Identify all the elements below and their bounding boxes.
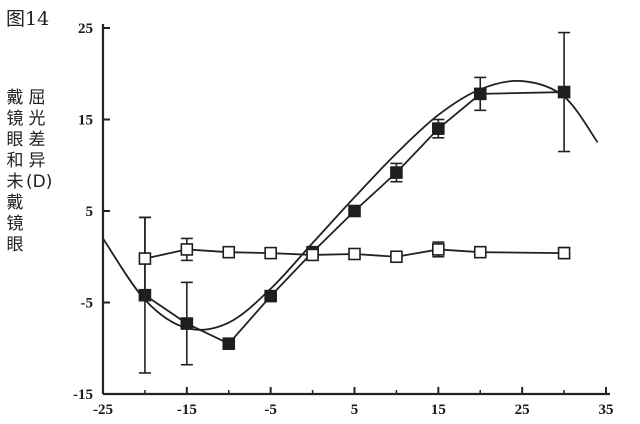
series-line: [144, 91, 565, 345]
series-2: [138, 216, 571, 301]
figure-label: 图14: [6, 8, 50, 30]
filled-square-point: [348, 204, 361, 218]
filled-square-point: [557, 85, 571, 99]
x-tick-label: -15: [177, 402, 197, 418]
x-tick-label: 5: [351, 402, 359, 418]
filled-square-point: [264, 289, 277, 303]
open-square-point: [138, 252, 152, 265]
open-square-point: [222, 245, 236, 259]
x-tick-label: 25: [515, 402, 530, 418]
x-tick-label: -25: [93, 402, 113, 418]
x-tick-label: 35: [599, 402, 614, 418]
filled-square-point: [390, 166, 403, 179]
open-square-point: [180, 243, 194, 256]
y-axis-label-line-1: 屈光差异(D): [26, 88, 53, 192]
filled-square-point: [432, 122, 445, 135]
y-axis-label: 屈光差异(D) 戴镜眼和未戴镜眼: [2, 88, 53, 288]
series-1: [138, 31, 571, 374]
series-line: [144, 248, 565, 260]
filled-square-point: [180, 317, 194, 330]
y-tick-label: 15: [78, 113, 93, 129]
open-square-point: [306, 248, 319, 262]
open-square-point: [557, 246, 571, 260]
filled-square-point: [473, 87, 487, 101]
x-tick-label: -5: [264, 402, 277, 418]
open-square-point: [348, 247, 361, 261]
open-square-point: [473, 245, 487, 259]
x-tick-label: 15: [431, 402, 446, 418]
y-tick-label: -15: [73, 387, 93, 403]
filled-square-point: [222, 337, 236, 350]
open-square-point: [432, 243, 445, 256]
open-square-point: [390, 250, 403, 264]
y-tick-label: -5: [81, 296, 94, 312]
open-square-point: [264, 246, 277, 260]
y-tick-label: 5: [86, 204, 94, 220]
data-series: [138, 31, 571, 374]
y-axis-label-line-2: 戴镜眼和未戴镜眼: [6, 88, 24, 255]
y-tick-label: 25: [78, 21, 93, 37]
